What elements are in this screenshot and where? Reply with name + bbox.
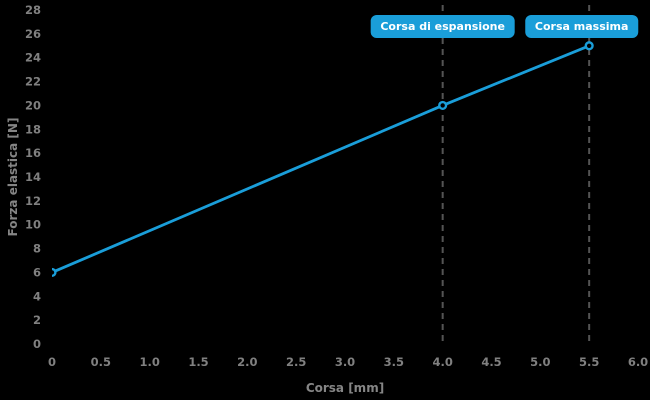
x-tick-label: 2.0 <box>237 355 257 369</box>
y-axis-title: Forza elastica [N] <box>6 117 20 237</box>
y-tick-label: 26 <box>25 27 41 41</box>
y-tick-label: 2 <box>33 313 41 327</box>
y-tick-label: 18 <box>25 122 41 136</box>
data-line <box>52 44 590 274</box>
x-tick-label: 2.5 <box>286 355 306 369</box>
annotation-corsa-di-espansione: Corsa di espansione <box>370 15 515 38</box>
y-tick-label: 12 <box>25 194 41 208</box>
x-tick-label: 3.0 <box>335 355 355 369</box>
x-tick-label: 5.0 <box>530 355 550 369</box>
data-point-marker <box>52 267 57 278</box>
x-tick-label: 4.0 <box>432 355 452 369</box>
x-tick-label: 6.0 <box>628 355 648 369</box>
x-tick-label: 4.5 <box>481 355 501 369</box>
y-tick-label: 4 <box>33 289 41 303</box>
data-point-marker <box>584 41 594 51</box>
y-tick-label: 28 <box>25 3 41 17</box>
y-tick-label: 16 <box>25 146 41 160</box>
x-tick-label: 1.0 <box>139 355 159 369</box>
y-tick-label: 6 <box>33 265 41 279</box>
x-tick-label: 0 <box>48 355 56 369</box>
data-point-marker <box>438 100 448 111</box>
y-tick-label: 24 <box>25 51 41 65</box>
y-tick-label: 0 <box>33 337 41 351</box>
x-axis-title: Corsa [mm] <box>305 381 385 395</box>
y-tick-label: 14 <box>25 170 41 184</box>
y-tick-label: 8 <box>33 242 41 256</box>
y-tick-label: 20 <box>25 98 41 112</box>
y-tick-label: 10 <box>25 218 41 232</box>
x-tick-label: 0.5 <box>91 355 111 369</box>
x-tick-label: 3.5 <box>384 355 404 369</box>
x-tick-label: 1.5 <box>188 355 208 369</box>
annotation-corsa-massima: Corsa massima <box>524 15 639 38</box>
y-tick-label: 22 <box>25 75 41 89</box>
x-tick-label: 5.5 <box>579 355 599 369</box>
